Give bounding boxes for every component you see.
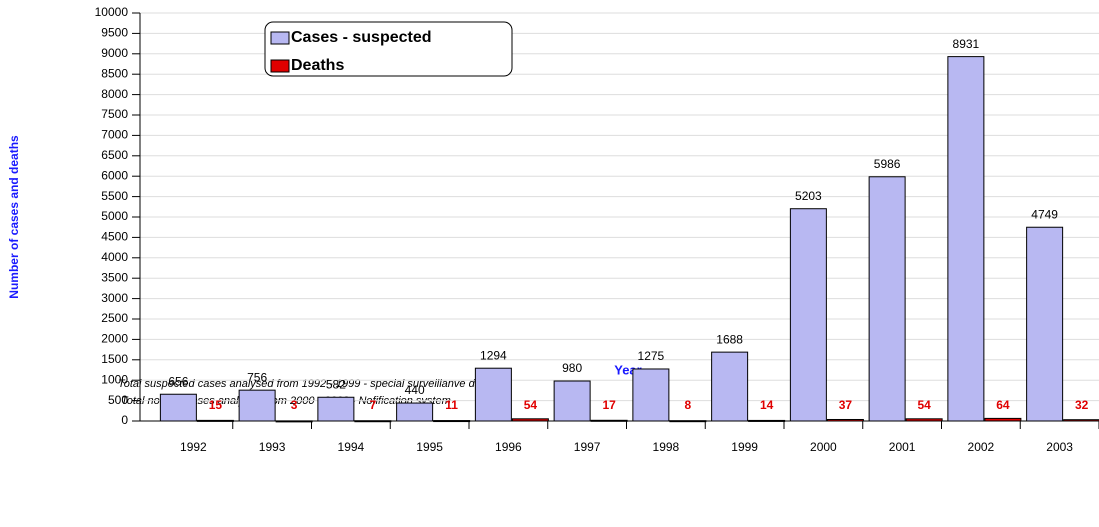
- bar: [196, 419, 234, 422]
- x-tick-label: 1994: [338, 440, 365, 454]
- bar: [947, 56, 985, 422]
- x-tick-label: 1999: [731, 440, 758, 454]
- y-tick-label: 4500: [101, 230, 128, 244]
- legend-swatch: [270, 59, 290, 73]
- legend-swatch: [270, 31, 290, 45]
- y-tick-label: 9500: [101, 26, 128, 40]
- y-tick-label: 500: [108, 393, 128, 407]
- footnote: Total suspected cases analysed from 1992…: [118, 378, 490, 390]
- value-label: 8: [685, 398, 692, 412]
- x-tick-label: 1993: [259, 440, 286, 454]
- y-tick-label: 9000: [101, 46, 128, 60]
- value-label: 756: [247, 370, 267, 384]
- value-label: 17: [602, 398, 616, 412]
- y-tick-label: 1500: [101, 352, 128, 366]
- y-tick-label: 7000: [101, 128, 128, 142]
- y-axis-title: Number of cases and deaths: [7, 135, 21, 299]
- y-tick-label: 3500: [101, 270, 128, 284]
- bar: [868, 176, 906, 422]
- bar: [354, 420, 392, 423]
- value-label: 15: [209, 398, 223, 412]
- bar: [396, 402, 434, 422]
- value-label: 440: [405, 383, 425, 397]
- value-label: 54: [524, 398, 538, 412]
- bar: [553, 380, 591, 422]
- y-tick-label: 10000: [95, 5, 129, 19]
- bar: [238, 389, 276, 422]
- value-label: 656: [168, 374, 188, 388]
- y-tick-label: 4000: [101, 250, 128, 264]
- value-label: 8931: [953, 37, 980, 51]
- x-tick-label: 1992: [180, 440, 207, 454]
- value-label: 1294: [480, 348, 507, 362]
- y-tick-label: 7500: [101, 107, 128, 121]
- y-tick-label: 2500: [101, 311, 128, 325]
- value-label: 64: [996, 398, 1010, 412]
- bar: [1026, 226, 1064, 422]
- value-label: 5203: [795, 189, 822, 203]
- value-label: 37: [839, 398, 853, 412]
- x-tick-label: 2000: [810, 440, 837, 454]
- value-label: 5986: [874, 157, 901, 171]
- y-tick-label: 0: [121, 413, 128, 427]
- legend-label: Cases - suspected: [291, 29, 432, 46]
- x-tick-label: 1995: [416, 440, 443, 454]
- value-label: 7: [370, 398, 377, 412]
- bar: [984, 417, 1022, 422]
- value-label: 980: [562, 361, 582, 375]
- bar: [317, 396, 355, 422]
- value-label: 3: [291, 398, 298, 412]
- bar: [433, 420, 471, 423]
- x-tick-label: 2001: [889, 440, 916, 454]
- x-tick-label: 2002: [968, 440, 995, 454]
- value-label: 32: [1075, 398, 1089, 412]
- y-tick-label: 8500: [101, 66, 128, 80]
- bar: [905, 418, 943, 422]
- y-tick-label: 5000: [101, 209, 128, 223]
- y-tick-label: 1000: [101, 372, 128, 386]
- bar: [748, 419, 786, 422]
- value-label: 14: [760, 398, 774, 412]
- value-label: 54: [917, 398, 931, 412]
- bar: [711, 351, 749, 422]
- bar: [789, 208, 827, 422]
- y-tick-label: 6000: [101, 168, 128, 182]
- y-tick-label: 5500: [101, 189, 128, 203]
- bar: [511, 418, 549, 422]
- value-label: 1688: [716, 332, 743, 346]
- bar: [275, 420, 313, 423]
- legend-box: [264, 21, 513, 77]
- y-tick-label: 3000: [101, 291, 128, 305]
- value-label: 1275: [638, 349, 665, 363]
- x-tick-label: 1998: [653, 440, 680, 454]
- y-tick-label: 8000: [101, 87, 128, 101]
- x-tick-label: 2003: [1046, 440, 1073, 454]
- bar: [669, 420, 707, 423]
- bar: [159, 393, 197, 422]
- bar: [590, 419, 628, 422]
- x-tick-label: 1997: [574, 440, 601, 454]
- bar: [826, 418, 864, 422]
- value-label: 582: [326, 377, 346, 391]
- legend-label: Deaths: [291, 57, 344, 74]
- bar: [632, 368, 670, 422]
- value-label: 11: [445, 398, 458, 412]
- value-label: 4749: [1031, 207, 1058, 221]
- bar: [1063, 419, 1099, 422]
- y-tick-label: 6500: [101, 148, 128, 162]
- bar: [474, 367, 512, 422]
- x-tick-label: 1996: [495, 440, 522, 454]
- y-tick-label: 2000: [101, 332, 128, 346]
